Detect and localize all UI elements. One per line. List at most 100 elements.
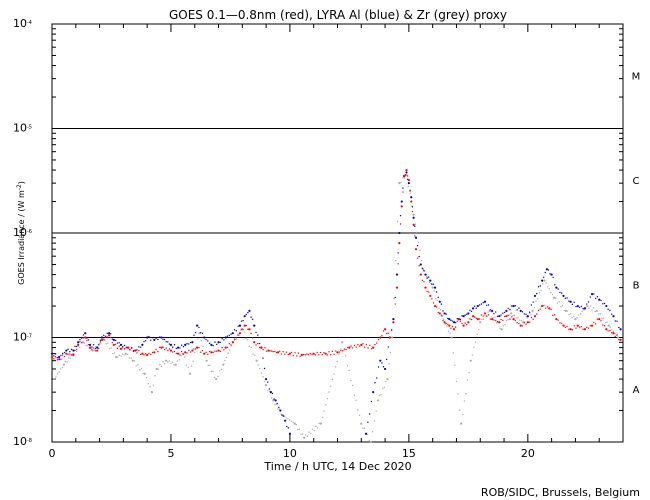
- data-point: [619, 338, 622, 341]
- data-point-interp: [98, 347, 100, 350]
- data-point-interp: [306, 353, 308, 355]
- data-point-interp: [426, 277, 428, 279]
- data-point-interp: [205, 351, 207, 353]
- data-point-interp: [473, 346, 475, 348]
- data-point-interp: [576, 317, 578, 319]
- data-point-interp: [133, 360, 136, 362]
- data-point-interp: [421, 267, 424, 270]
- x-tick-label: 5: [167, 447, 174, 460]
- data-point-interp: [118, 342, 120, 344]
- data-point: [512, 317, 515, 321]
- data-point-interp: [151, 336, 154, 339]
- data-point-interp: [454, 364, 456, 366]
- data-point-interp: [350, 379, 352, 382]
- data-point-interp: [168, 348, 171, 350]
- data-point-interp: [445, 322, 447, 325]
- data-point-interp: [471, 354, 474, 356]
- data-point-interp: [259, 367, 261, 370]
- data-point-interp: [67, 357, 70, 359]
- data-point-interp: [70, 354, 73, 356]
- data-point: [612, 315, 615, 318]
- data-point-interp: [447, 330, 450, 332]
- data-point-interp: [586, 303, 588, 305]
- data-point-interp: [250, 346, 252, 349]
- data-point-interp: [373, 420, 376, 422]
- data-point-interp: [465, 393, 467, 395]
- data-point-interp: [64, 360, 67, 363]
- data-point-interp: [69, 357, 71, 360]
- data-point-interp: [99, 341, 102, 343]
- data-point-interp: [299, 355, 301, 358]
- data-point-interp: [378, 394, 381, 397]
- data-point-interp: [556, 302, 559, 304]
- data-point: [400, 200, 403, 203]
- data-point: [196, 324, 199, 327]
- data-point-interp: [212, 351, 214, 354]
- data-point: [548, 307, 551, 310]
- data-point-interp: [436, 299, 439, 302]
- data-point-interp: [69, 353, 71, 355]
- data-point-interp: [367, 347, 369, 349]
- data-point-interp: [382, 366, 385, 368]
- data-point-interp: [66, 361, 68, 363]
- data-point-interp: [458, 409, 461, 411]
- data-point-interp: [550, 291, 552, 294]
- data-point-interp: [188, 343, 190, 345]
- data-point-interp: [120, 355, 122, 357]
- data-point: [405, 168, 408, 172]
- data-point-interp: [167, 361, 169, 363]
- data-point-interp: [395, 259, 397, 262]
- data-point: [412, 216, 415, 219]
- data-point-interp: [270, 350, 273, 352]
- data-point-interp: [210, 370, 213, 373]
- data-point-interp: [139, 346, 142, 348]
- data-point-interp: [56, 359, 59, 361]
- data-point-interp: [118, 345, 120, 347]
- data-point: [569, 300, 572, 303]
- data-point-interp: [553, 314, 556, 316]
- data-point-interp: [446, 325, 448, 327]
- data-point-interp: [187, 366, 189, 368]
- data-point-interp: [449, 332, 451, 334]
- data-point-interp: [385, 332, 388, 335]
- data-point: [243, 324, 246, 327]
- data-point-interp: [321, 354, 323, 356]
- data-point-interp: [298, 428, 301, 430]
- data-point-interp: [251, 337, 254, 339]
- data-point: [146, 353, 149, 357]
- data-point-interp: [503, 311, 506, 314]
- data-point-interp: [476, 333, 478, 335]
- data-point-interp: [170, 362, 172, 365]
- data-point-interp: [180, 344, 183, 346]
- data-point-interp: [282, 415, 285, 417]
- data-point-interp: [477, 328, 480, 331]
- data-point: [562, 324, 565, 327]
- data-point: [100, 338, 104, 341]
- data-point-interp: [165, 340, 167, 343]
- data-point-interp: [336, 360, 339, 363]
- data-point-interp: [487, 314, 490, 316]
- data-point-interp: [130, 357, 132, 359]
- data-point-interp: [221, 337, 223, 340]
- data-point-interp: [334, 366, 337, 368]
- data-point-interp: [468, 372, 470, 374]
- data-point: [146, 336, 149, 339]
- data-point-interp: [381, 335, 383, 337]
- data-point: [469, 359, 472, 362]
- data-point-interp: [438, 307, 440, 309]
- flare-class-label: C: [633, 176, 640, 187]
- data-point-interp: [508, 314, 511, 316]
- data-point: [476, 304, 479, 308]
- data-point: [383, 367, 387, 371]
- data-point-interp: [214, 341, 216, 343]
- data-point: [526, 315, 529, 318]
- data-point-interp: [370, 400, 373, 403]
- data-point-interp: [297, 352, 300, 354]
- data-point-interp: [591, 309, 593, 311]
- data-point: [452, 328, 456, 331]
- data-point-interp: [321, 416, 324, 419]
- data-point-interp: [425, 275, 428, 278]
- data-point: [134, 349, 137, 352]
- data-point-interp: [559, 322, 561, 324]
